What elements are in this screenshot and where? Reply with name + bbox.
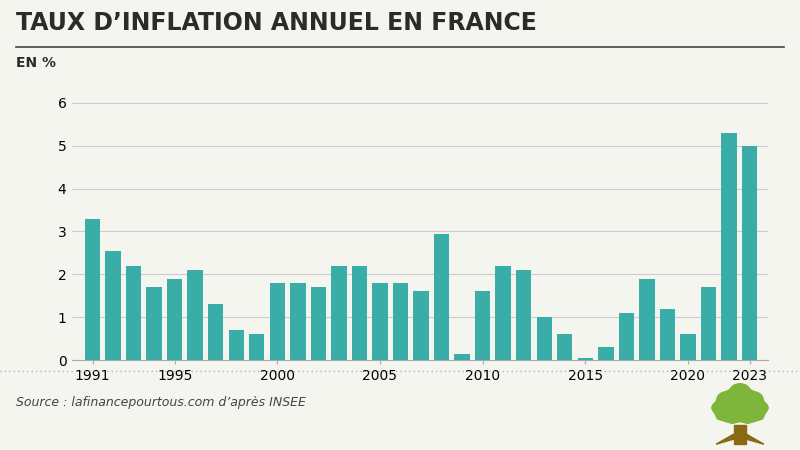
Polygon shape xyxy=(712,384,768,423)
Bar xyxy=(557,334,573,360)
Bar xyxy=(516,270,531,360)
Bar xyxy=(290,283,306,360)
Bar xyxy=(618,313,634,360)
Bar xyxy=(187,270,203,360)
Bar xyxy=(537,317,552,360)
Bar xyxy=(167,279,182,360)
Circle shape xyxy=(752,401,768,414)
Bar xyxy=(701,287,716,360)
Circle shape xyxy=(741,392,763,409)
Bar xyxy=(454,354,470,360)
Bar xyxy=(414,292,429,360)
Bar xyxy=(722,133,737,360)
Bar xyxy=(85,219,100,360)
FancyBboxPatch shape xyxy=(734,425,746,444)
Bar xyxy=(249,334,265,360)
Bar xyxy=(208,304,223,360)
Text: TAUX D’INFLATION ANNUEL EN FRANCE: TAUX D’INFLATION ANNUEL EN FRANCE xyxy=(16,11,537,35)
Bar xyxy=(146,287,162,360)
Bar xyxy=(310,287,326,360)
Text: EN %: EN % xyxy=(16,56,56,70)
Circle shape xyxy=(730,403,750,419)
Polygon shape xyxy=(716,434,734,444)
Circle shape xyxy=(717,392,739,409)
Bar xyxy=(126,266,142,360)
Bar xyxy=(352,266,367,360)
Bar xyxy=(229,330,244,360)
Bar xyxy=(270,283,285,360)
Bar xyxy=(475,292,490,360)
Bar xyxy=(680,334,696,360)
Polygon shape xyxy=(746,434,764,444)
Circle shape xyxy=(712,401,728,414)
Bar xyxy=(660,309,675,360)
Bar xyxy=(598,347,614,360)
Bar xyxy=(106,251,121,360)
Text: Source : lafinancepourtous.com d’après INSEE: Source : lafinancepourtous.com d’après I… xyxy=(16,396,306,409)
Bar xyxy=(331,266,346,360)
Bar xyxy=(393,283,408,360)
Bar xyxy=(639,279,654,360)
Bar xyxy=(742,146,758,360)
Bar xyxy=(372,283,388,360)
Circle shape xyxy=(730,384,750,400)
Bar xyxy=(495,266,511,360)
Bar xyxy=(434,234,450,360)
Bar xyxy=(578,358,593,360)
